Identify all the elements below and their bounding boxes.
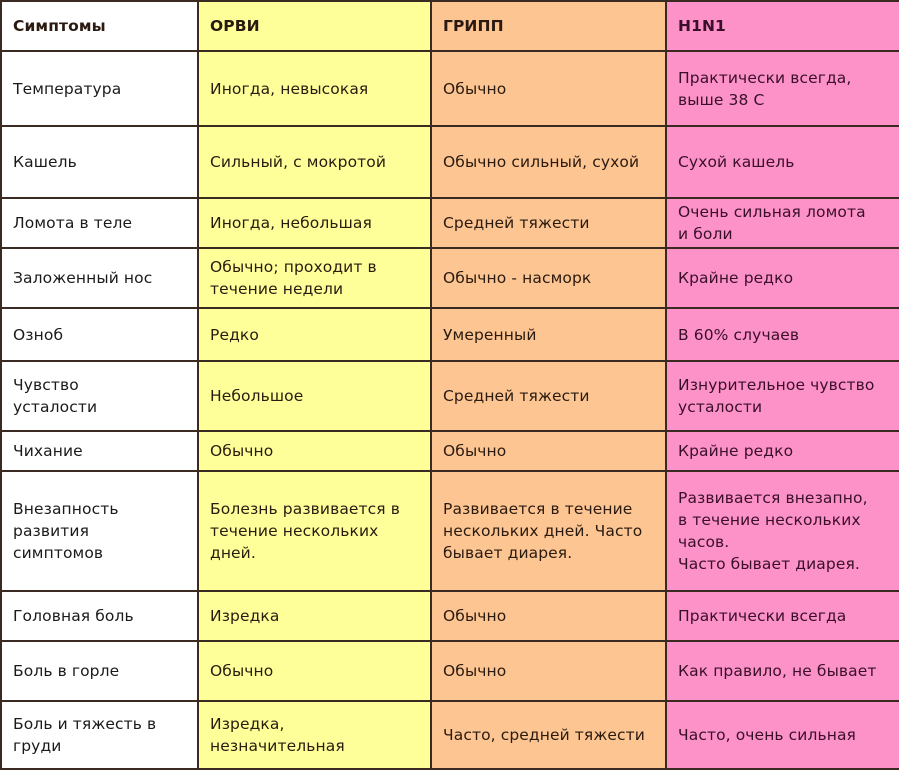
symptom-cell: Чувство усталости (0, 360, 199, 432)
table-row: Головная боль Изредка Обычно Практически… (0, 590, 899, 642)
gripp-cell: Обычно (430, 640, 667, 702)
gripp-cell: Обычно - насморк (430, 247, 667, 309)
orvi-cell: Сильный, с мокротой (197, 125, 432, 199)
symptom-cell: Внезапность развития симптомов (0, 470, 199, 592)
h1n1-cell: Часто, очень сильная (665, 700, 899, 770)
orvi-cell: Изредка, незначительная (197, 700, 432, 770)
symptom-cell: Боль и тяжесть в груди (0, 700, 199, 770)
gripp-cell: Обычно сильный, сухой (430, 125, 667, 199)
gripp-cell: Обычно (430, 430, 667, 472)
orvi-cell: Изредка (197, 590, 432, 642)
header-orvi: ОРВИ (197, 0, 432, 52)
h1n1-cell: Сухой кашель (665, 125, 899, 199)
symptom-cell: Заложенный нос (0, 247, 199, 309)
table-row: Чихание Обычно Обычно Крайне редко (0, 430, 899, 472)
gripp-cell: Развивается в течение нескольких дней. Ч… (430, 470, 667, 592)
gripp-cell: Обычно (430, 590, 667, 642)
orvi-cell: Редко (197, 307, 432, 362)
header-row: Симптомы ОРВИ ГРИПП H1N1 (0, 0, 899, 52)
header-gripp: ГРИПП (430, 0, 667, 52)
orvi-cell: Небольшое (197, 360, 432, 432)
h1n1-cell: Крайне редко (665, 430, 899, 472)
gripp-cell: Средней тяжести (430, 197, 667, 249)
h1n1-cell: Изнурительное чувство усталости (665, 360, 899, 432)
orvi-cell: Иногда, невысокая (197, 50, 432, 127)
h1n1-cell: В 60% случаев (665, 307, 899, 362)
symptom-cell: Головная боль (0, 590, 199, 642)
table-row: Боль в горле Обычно Обычно Как правило, … (0, 640, 899, 702)
symptom-cell: Чихание (0, 430, 199, 472)
h1n1-cell: Крайне редко (665, 247, 899, 309)
table-row: Ломота в теле Иногда, небольшая Средней … (0, 197, 899, 249)
symptom-cell: Боль в горле (0, 640, 199, 702)
orvi-cell: Болезнь развивается в течение нескольких… (197, 470, 432, 592)
gripp-cell: Умеренный (430, 307, 667, 362)
symptom-cell: Ломота в теле (0, 197, 199, 249)
h1n1-cell: Как правило, не бывает (665, 640, 899, 702)
orvi-cell: Обычно; проходит в течение недели (197, 247, 432, 309)
gripp-cell: Обычно (430, 50, 667, 127)
orvi-cell: Обычно (197, 640, 432, 702)
table-row: Чувство усталости Небольшое Средней тяже… (0, 360, 899, 432)
h1n1-cell: Развивается внезапно, в течение нескольк… (665, 470, 899, 592)
h1n1-cell: Практически всегда (665, 590, 899, 642)
h1n1-cell: Очень сильная ломота и боли (665, 197, 899, 249)
gripp-cell: Часто, средней тяжести (430, 700, 667, 770)
symptom-cell: Кашель (0, 125, 199, 199)
table-row: Внезапность развития симптомов Болезнь р… (0, 470, 899, 592)
table-row: Заложенный нос Обычно; проходит в течени… (0, 247, 899, 309)
table-row: Озноб Редко Умеренный В 60% случаев (0, 307, 899, 362)
symptom-cell: Температура (0, 50, 199, 127)
h1n1-cell: Практически всегда, выше 38 С (665, 50, 899, 127)
orvi-cell: Иногда, небольшая (197, 197, 432, 249)
table-row: Температура Иногда, невысокая Обычно Пра… (0, 50, 899, 127)
gripp-cell: Средней тяжести (430, 360, 667, 432)
orvi-cell: Обычно (197, 430, 432, 472)
symptom-cell: Озноб (0, 307, 199, 362)
table-row: Боль и тяжесть в груди Изредка, незначит… (0, 700, 899, 770)
table-row: Кашель Сильный, с мокротой Обычно сильны… (0, 125, 899, 199)
header-h1n1: H1N1 (665, 0, 899, 52)
header-symptoms: Симптомы (0, 0, 199, 52)
